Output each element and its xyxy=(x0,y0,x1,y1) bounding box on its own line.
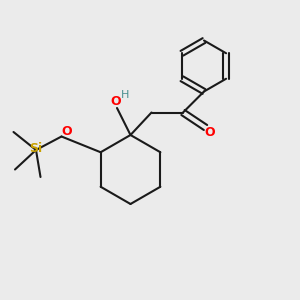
Text: H: H xyxy=(121,90,130,100)
Text: O: O xyxy=(205,126,215,140)
Text: O: O xyxy=(61,124,72,138)
Text: Si: Si xyxy=(29,142,43,155)
Text: O: O xyxy=(110,95,121,108)
